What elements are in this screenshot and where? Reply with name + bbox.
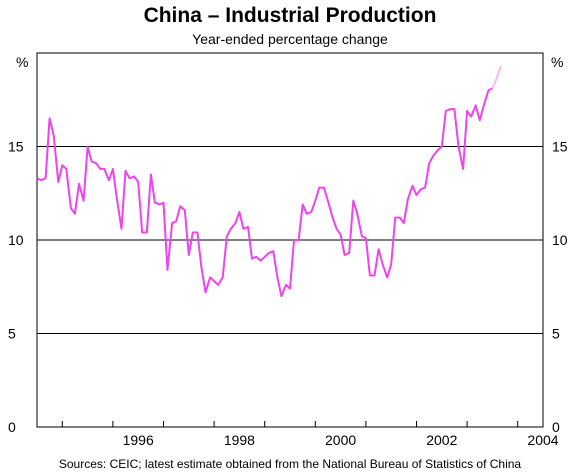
y-tick-label-left-10: 10: [8, 232, 24, 248]
y-tick-label-left-15: 15: [8, 139, 24, 155]
y-axis-unit-left: %: [16, 54, 28, 70]
series-line-group: [36, 65, 502, 298]
x-tick-label-1996: 1996: [123, 432, 154, 448]
x-ticks: [61, 421, 519, 427]
chart-title: China – Industrial Production: [143, 4, 437, 27]
plot-frame: [36, 52, 544, 428]
y-tick-label-right-0: 0: [552, 419, 560, 435]
x-tick-label-2004: 2004: [527, 432, 558, 448]
series-line: [36, 87, 493, 298]
source-note: Sources: CEIC; latest estimate obtained …: [58, 457, 522, 471]
x-tick-label-2000: 2000: [325, 432, 356, 448]
y-tick-label-right-5: 5: [552, 326, 560, 342]
x-tick-labels: 1996 1998 2000 2002 2004: [123, 432, 559, 448]
series-line-estimate: [491, 65, 502, 89]
y-tick-label-right-15: 15: [552, 139, 568, 155]
x-tick-label-1998: 1998: [224, 432, 255, 448]
y-tick-label-left-0: 0: [8, 419, 16, 435]
y-tick-label-right-10: 10: [552, 232, 568, 248]
y-axis-unit-right: %: [551, 54, 563, 70]
x-tick-label-2002: 2002: [426, 432, 457, 448]
y-tick-label-left-5: 5: [8, 326, 16, 342]
chart-subtitle: Year-ended percentage change: [192, 31, 388, 47]
y-tick-labels: 0 0 5 5 10 10 15 15: [8, 139, 568, 436]
